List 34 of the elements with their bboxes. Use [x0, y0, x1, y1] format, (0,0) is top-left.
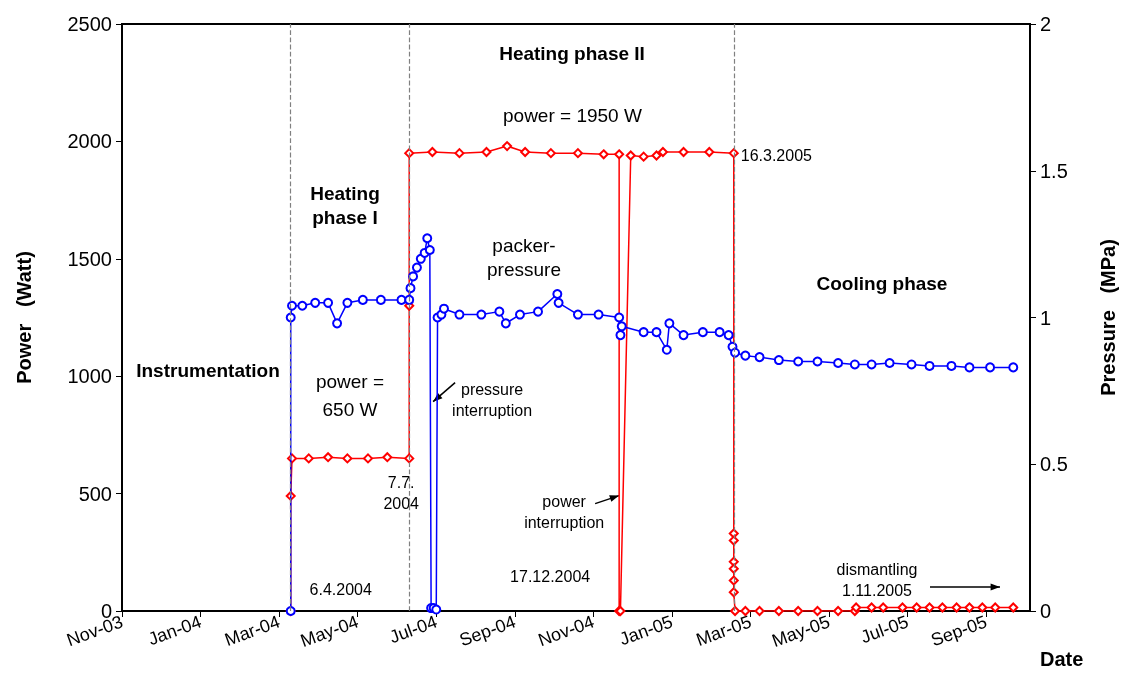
annotation: 7.7. 2004: [383, 474, 420, 513]
x-tick-label: Mar-04: [222, 611, 283, 650]
annotation: power interruption: [524, 492, 605, 531]
annotation: Heating phase I: [310, 182, 380, 228]
annotation: packer- pressure: [487, 234, 561, 280]
annotation: 17.12.2004: [510, 567, 591, 585]
annotation: 16.3.2005: [740, 146, 813, 164]
annotation: dismantling 1.11.2005: [836, 561, 918, 599]
x-tick-label: Jul-04: [386, 611, 440, 648]
x-tick-label: Jul-05: [858, 611, 912, 648]
y2-tick-label: 1.5: [1040, 159, 1068, 182]
y2-tick-label: 0.5: [1040, 453, 1068, 476]
y-tick-label: 1500: [67, 247, 112, 270]
x-tick-label: Sep-04: [456, 611, 519, 651]
annotation: Instrumentation: [136, 359, 280, 381]
annotation: Cooling phase: [816, 272, 948, 294]
x-tick-label: Jan-05: [616, 611, 676, 650]
x-tick-label: Nov-04: [535, 611, 597, 651]
annotation: power = 650 W: [315, 370, 385, 420]
y-tick-label: 500: [78, 482, 112, 505]
y-tick-label: 1000: [67, 365, 112, 388]
y2-tick-label: 1: [1040, 306, 1052, 329]
y2-axis-title: Pressure (MPa): [1097, 239, 1119, 396]
y2-tick-label: 0: [1040, 600, 1052, 622]
y-tick-label: 2000: [67, 130, 112, 153]
x-axis-title: Date: [1040, 648, 1084, 670]
annotation: Heating phase II: [499, 42, 645, 64]
y2-tick-label: 2: [1040, 13, 1052, 35]
annotation: 6.4.2004: [309, 580, 372, 598]
y-axis-title: Power (Watt): [13, 251, 35, 384]
annotation: power = 1950 W: [503, 104, 642, 126]
y-tick-label: 2500: [67, 13, 112, 35]
x-tick-label: Jan-04: [145, 611, 204, 650]
annotation: pressure interruption: [452, 380, 533, 419]
